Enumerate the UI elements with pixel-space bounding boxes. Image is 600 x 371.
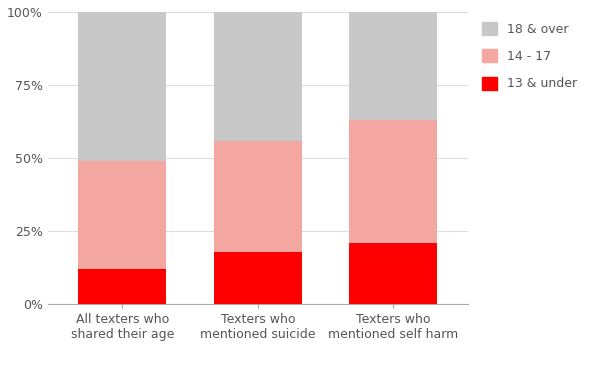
- Bar: [349, 12, 437, 120]
- Bar: [214, 252, 302, 304]
- Bar: [214, 12, 302, 141]
- Bar: [349, 120, 437, 243]
- Bar: [349, 243, 437, 304]
- Bar: [78, 269, 166, 304]
- Bar: [78, 161, 166, 269]
- Bar: [214, 141, 302, 252]
- Bar: [78, 12, 166, 161]
- Legend: 18 & over, 14 - 17, 13 & under: 18 & over, 14 - 17, 13 & under: [478, 18, 581, 94]
